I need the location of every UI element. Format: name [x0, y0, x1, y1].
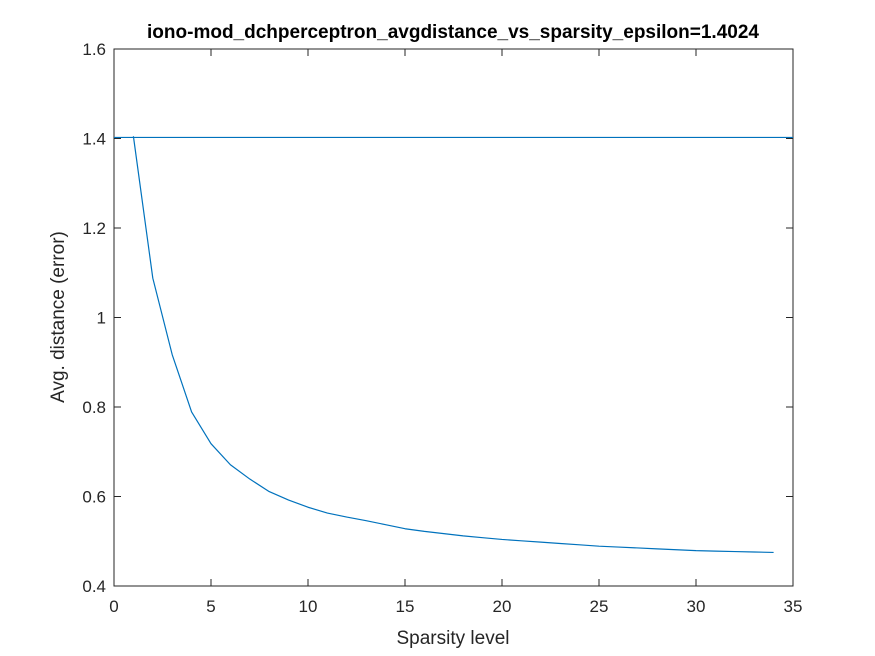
plot-area [113, 48, 794, 587]
y-tick-label: 0.6 [82, 488, 106, 507]
error-curve-line [132, 136, 774, 554]
x-tick-label: 20 [493, 597, 512, 616]
x-tick-label: 0 [109, 597, 118, 616]
y-tick-label: 0.4 [82, 577, 106, 596]
y-tick-label: 0.8 [82, 398, 106, 417]
x-tick-label: 15 [396, 597, 415, 616]
x-tick-label: 30 [687, 597, 706, 616]
x-tick-label: 25 [590, 597, 609, 616]
y-tick-label: 1 [97, 309, 106, 328]
y-tick-label: 1.2 [82, 219, 106, 238]
y-axis-label: Avg. distance (error) [48, 231, 69, 403]
x-tick-label: 10 [299, 597, 318, 616]
x-tick-label: 5 [206, 597, 215, 616]
x-tick-label: 35 [784, 597, 803, 616]
ticks-layer: 0 5 10 15 20 25 30 35 0.4 0.6 0.8 1 1.2 1.4 1.6 [82, 40, 802, 616]
series-layer [114, 136, 793, 554]
x-axis-label: Sparsity level [397, 628, 510, 649]
y-tick-label: 1.4 [82, 130, 106, 149]
y-tick-label: 1.6 [82, 40, 106, 59]
chart-title: iono-mod_dchperceptron_avgdistance_vs_sp… [147, 22, 759, 43]
